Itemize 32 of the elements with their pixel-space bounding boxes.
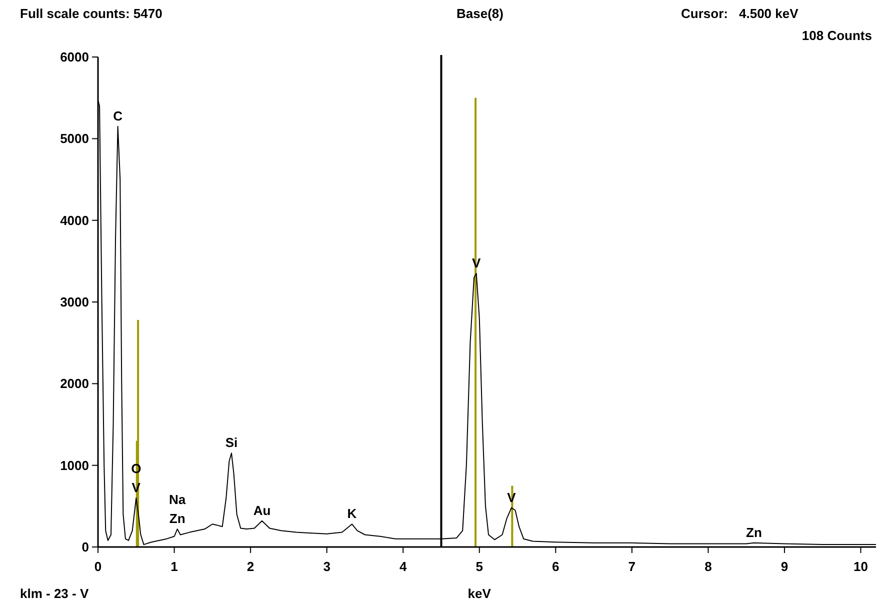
annotation: Na bbox=[169, 492, 186, 508]
x-tick-label: 4 bbox=[399, 559, 408, 574]
x-tick-label: 8 bbox=[704, 559, 712, 574]
text: Cursor: bbox=[681, 6, 728, 21]
annotation: Au bbox=[253, 502, 271, 518]
y-tick-label: 1000 bbox=[60, 458, 89, 473]
annotation: Zn bbox=[746, 524, 762, 540]
annotation: Si bbox=[225, 435, 238, 450]
y-tick-label: 4000 bbox=[60, 212, 89, 228]
y-tick-label: 3000 bbox=[60, 294, 89, 310]
y-tick-label: 0 bbox=[82, 540, 89, 555]
x-tick-label: 0 bbox=[94, 559, 102, 574]
x-tick-label: 9 bbox=[780, 559, 788, 574]
chart-title: Base(8) bbox=[456, 6, 504, 21]
y-tick-label: 6000 bbox=[60, 50, 89, 65]
text: klm - 23 - V bbox=[20, 586, 89, 601]
annotation: Zn bbox=[169, 511, 186, 526]
x-tick-label: 6 bbox=[552, 559, 560, 574]
x-tick-label: 10 bbox=[854, 559, 868, 574]
x-axis-title: keV bbox=[468, 586, 492, 601]
annotation: C bbox=[113, 108, 124, 124]
x-tick-label: 3 bbox=[323, 559, 330, 574]
text: 4.500 keV bbox=[739, 6, 799, 21]
y-tick-label: 5000 bbox=[60, 131, 89, 146]
text: 108 Counts bbox=[802, 28, 872, 43]
x-tick-label: 2 bbox=[246, 559, 254, 574]
x-tick-label: 7 bbox=[628, 559, 636, 574]
x-tick-label: 5 bbox=[476, 559, 483, 574]
annotation: K bbox=[347, 506, 358, 522]
x-tick-label: 1 bbox=[170, 559, 178, 574]
y-tick-label: 2000 bbox=[60, 376, 89, 392]
text: Full scale counts: 5470 bbox=[20, 6, 162, 21]
